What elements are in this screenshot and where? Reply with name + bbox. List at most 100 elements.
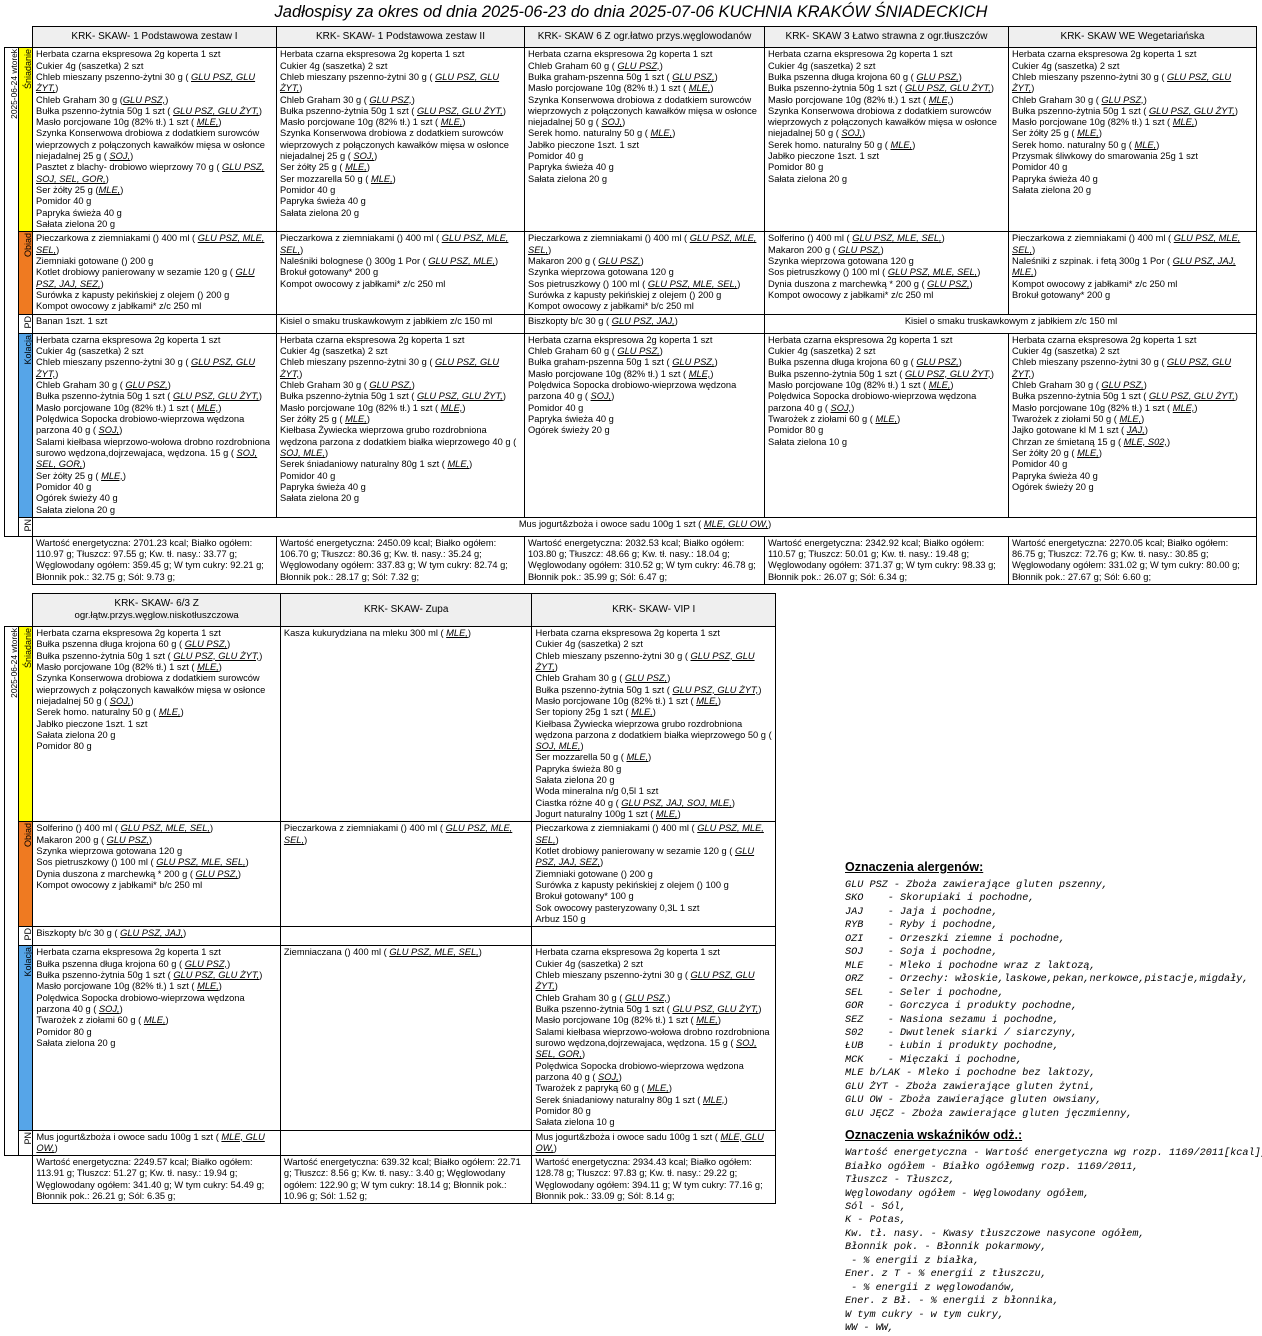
menu-item: Pieczarkowa z ziemniakami () 400 ml ( GL… <box>535 823 764 845</box>
allergen-code: GLU PSZ, <box>369 94 412 105</box>
menu-item: Surówka z kapusty pekińskiej z olejem ()… <box>36 290 230 301</box>
nutrition-row: Wartość energetyczna: 2249.57 kcal; Biał… <box>5 1155 776 1205</box>
menu-item: Bułka pszenno-żytnia 50g 1 szt ( GLU PSZ… <box>535 1003 762 1014</box>
menu-item: Bułka pszenno-żytnia 50g 1 szt ( GLU PSZ… <box>280 105 506 116</box>
allergen-code: SOJ, <box>109 151 131 162</box>
menu-item: Szynka Konserwowa drobiowa z dodatkiem s… <box>36 128 265 162</box>
menu-item: Herbata czarna ekspresowa 2g koperta 1 s… <box>768 49 953 60</box>
column-header-label: KRK- SKAW- VIP I <box>612 603 696 615</box>
menu-item: Ser żółty 25 g (MLE,) <box>36 185 124 196</box>
allergen-code: MLE, GLU OW, <box>703 518 769 529</box>
menu-cell: Pieczarkowa z ziemniakami () 400 ml ( GL… <box>524 231 765 315</box>
menu-cell: Pieczarkowa z ziemniakami () 400 ml ( GL… <box>276 231 525 315</box>
legend-indicator-line: - % energii z białka, <box>845 1255 980 1267</box>
menu-item: Herbata czarna ekspresowa 2g koperta 1 s… <box>36 627 221 638</box>
menu-item: Sałata zielona 20 g <box>36 729 116 740</box>
legend-indicator-line: Błonnik pok. - Błonnik pokarmowy, <box>845 1242 1047 1254</box>
allergen-code: GLU PSZ, GLU ŻYT, <box>672 684 759 695</box>
menu-item: Sałata zielona 20 g <box>1012 185 1092 196</box>
legend-allergen-line: GOR - Gorczyca i produkty pochodne, <box>845 1001 1078 1013</box>
date-label-cell: 2025-06-24 wtorek <box>3 625 20 1157</box>
allergen-code: GLU PSZ, MLE, SEL, <box>852 233 942 244</box>
meal-row-kolacja: Kolacja Herbata czarna ekspresowa 2g kop… <box>5 332 1257 518</box>
menu-cell: Herbata czarna ekspresowa 2g koperta 1 s… <box>524 47 765 233</box>
menu-item: Chleb mieszany pszenno-żytni 30 g ( GLU … <box>535 650 755 672</box>
meal-label: Obiad <box>23 823 33 848</box>
allergen-code: MLE, <box>696 1015 718 1026</box>
menu-item: Woda mineralna n/g 0,5l 1 szt <box>535 786 659 797</box>
page-title: Jadłospisy za okres od dnia 2025-06-23 d… <box>274 3 988 21</box>
menu-item: Masło porcjowane 10g (82% tł.) 1 szt ( M… <box>528 368 714 379</box>
menu-item: Herbata czarna ekspresowa 2g koperta 1 s… <box>528 334 713 345</box>
menu-item: Sałata zielona 10 g <box>768 436 848 447</box>
allergen-code: GLU PSZ, JAJ, <box>120 928 184 939</box>
allergen-code: MLE, <box>1172 402 1195 413</box>
legend-indicator-line: WW - WW, <box>845 1323 894 1335</box>
allergen-code: MLE, <box>345 413 367 424</box>
allergen-code: GLU PSZ, JAJ, <box>611 315 675 326</box>
menu-table-1-wrapper: KRK- SKAW- 1 Podstawowa zestaw I KRK- SK… <box>0 25 1262 585</box>
menu-item: Arbuz 150 g <box>535 914 586 925</box>
allergen-code: GLU PSZ, GLU ŻYT, <box>672 1003 759 1014</box>
allergen-code: MLE, <box>702 1094 725 1105</box>
menu-item: Pomidor 80 g <box>768 425 824 436</box>
column-header-label: KRK- SKAW WE Wegetariańska <box>1060 31 1205 42</box>
allergen-code: GLU PSZ, GLU ŻYT, <box>36 357 256 379</box>
menu-item: Twarożek z papryką 60 g ( MLE,) <box>535 1083 672 1094</box>
menu-cell: Herbata czarna ekspresowa 2g koperta 1 s… <box>764 47 1009 233</box>
menu-item: Papryka świeża 40 g <box>280 196 366 207</box>
menu-item: Chleb mieszany pszenno-żytni 30 g ( GLU … <box>1012 357 1232 379</box>
allergen-code: GLU PSZ, <box>927 278 970 289</box>
menu-item: Jabłko pieczone 1szt. 1 szt <box>36 718 148 729</box>
corner-cell-date <box>5 27 19 48</box>
legend-indicators-title: Oznaczenia wskaźników odż.: <box>845 1128 1023 1143</box>
menu-item: Ciastka różne 40 g ( GLU PSZ, JAJ, SOJ, … <box>535 797 735 808</box>
menu-cell: Herbata czarna ekspresowa 2g koperta 1 s… <box>32 945 281 1131</box>
allergen-code: MLE, <box>440 402 463 413</box>
menu-item: Pomidor 80 g <box>36 741 92 752</box>
menu-item: Serek śniadaniowy naturalny 80g 1 szt ( … <box>535 1094 728 1105</box>
allergen-code: SOJ, <box>590 391 612 402</box>
meal-label: Obiad <box>23 233 33 258</box>
menu-item: Jajko gotowane kl M 1 szt ( JAJ,) <box>1012 425 1148 436</box>
menu-cell: Ziemniaczana () 400 ml ( GLU PSZ, MLE, S… <box>279 945 533 1131</box>
menu-item: Masło porcjowane 10g (82% tł.) 1 szt ( M… <box>36 402 222 413</box>
allergen-code: GLU PSZ, GLU ŻYT, <box>172 105 259 116</box>
menu-item: Bułka pszenna długa krojona 60 g ( GLU P… <box>768 71 962 82</box>
menu-item: Sok owocowy pasteryzowany 0,3L 1 szt <box>535 902 700 913</box>
menu-cell-pn: Mus jogurt&zboża i owoce sadu 100g 1 szt… <box>32 516 1257 537</box>
menu-item: Szynka wieprzowa gotowana 120 g <box>36 846 183 857</box>
menu-cell <box>531 926 776 947</box>
nutrition-cell: Wartość energetyczna: 639.32 kcal; Białk… <box>279 1155 533 1205</box>
menu-item: Biszkopty b/c 30 g ( GLU PSZ, JAJ,) <box>36 928 187 939</box>
menu-item: Polędwica Sopocka drobiowo-wieprzowa węd… <box>768 391 977 413</box>
menu-cell-pn <box>279 1129 533 1157</box>
menu-item: Masło porcjowane 10g (82% tł.) 1 szt ( M… <box>1012 402 1198 413</box>
menu-item: Przysmak śliwkowy do smarowania 25g 1 sz… <box>1012 151 1199 162</box>
allergen-code: MLE, <box>101 470 123 481</box>
allergen-code: SOJ, MLE, <box>280 447 325 458</box>
meal-label-pd: PD <box>18 926 34 947</box>
menu-item: Ogórek świeży 20 g <box>1012 481 1094 492</box>
nutrition-cell: Wartość energetyczna: 2701.23 kcal; Biał… <box>32 535 277 585</box>
menu-item: Pomidor 40 g <box>280 470 336 481</box>
meal-row-kolacja: Kolacja Herbata czarna ekspresowa 2g kop… <box>5 945 776 1131</box>
allergen-code: GLU PSZ, SOJ, SEL, GOR, <box>36 162 265 184</box>
legend-allergen-line: GLU JĘCZ - Zboża zawierające gluten jęcz… <box>845 1108 1133 1120</box>
menu-item: Masło porcjowane 10g (82% tł.) 1 szt ( M… <box>1012 117 1198 128</box>
allergen-code: GLU PSZ, <box>106 834 150 845</box>
menu-item: Chleb Graham 30 g ( GLU PSZ,) <box>535 992 671 1003</box>
allergen-code: MLE, <box>647 1083 669 1094</box>
legend-indicator-line: Tłuszcz - Tłuszcz, <box>845 1175 956 1187</box>
menu-item: Chrzan ze śmietaną 15 g ( MLE, S02,) <box>1012 436 1171 447</box>
menu-item: Ser topiony 25g 1 szt ( MLE,) <box>535 707 656 718</box>
menu-cell: Banan 1szt. 1 szt <box>32 313 277 334</box>
nutrition-cell: Wartość energetyczna: 2249.57 kcal; Biał… <box>32 1155 281 1205</box>
menu-item: Kiełbasa Żywiecka wieprzowa grubo rozdro… <box>535 718 772 752</box>
menu-item: Szynka wieprzowa gotowana 120 g <box>768 256 914 267</box>
allergen-code: GLU PSZ, MLE, <box>428 256 495 267</box>
menu-item: Sos pietruszkowy () 100 ml ( GLU PSZ, ML… <box>36 857 249 868</box>
menu-item: Ziemniaki gotowane () 200 g <box>535 868 653 879</box>
allergen-code: GLU PSZ, <box>125 379 168 390</box>
menu-item: Papryka świeża 40 g <box>528 162 614 173</box>
